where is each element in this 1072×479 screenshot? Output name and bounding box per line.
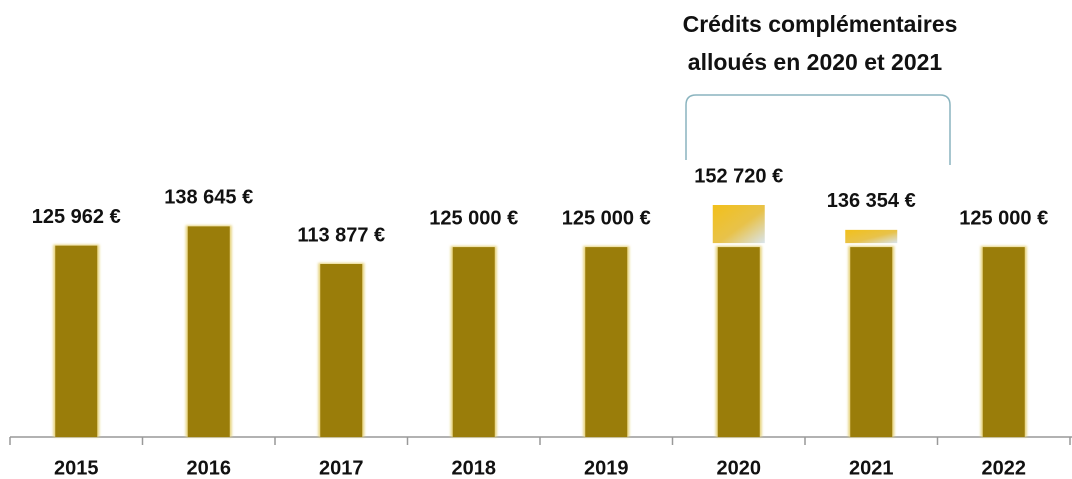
bracket xyxy=(685,94,951,165)
x-tick-label: 2015 xyxy=(54,457,99,479)
x-tick-label: 2018 xyxy=(452,457,497,479)
bar-complement xyxy=(712,205,765,244)
data-label: 125 000 € xyxy=(959,207,1048,229)
annotation: alloués en 2020 et 2021 xyxy=(688,49,943,75)
data-label: 136 354 € xyxy=(827,190,916,212)
bar xyxy=(187,226,230,437)
x-tick-label: 2021 xyxy=(849,457,894,479)
bar xyxy=(850,247,893,437)
x-tick-label: 2019 xyxy=(584,457,629,479)
bar xyxy=(452,247,495,437)
x-tick-label: 2020 xyxy=(717,457,762,479)
x-tick-label: 2022 xyxy=(982,457,1027,479)
bar xyxy=(982,247,1025,437)
bar xyxy=(585,247,628,437)
x-tick-label: 2017 xyxy=(319,457,364,479)
bar xyxy=(320,264,363,437)
data-label: 138 645 € xyxy=(164,187,253,209)
data-label: 125 962 € xyxy=(32,206,121,228)
data-label: 113 877 € xyxy=(297,224,385,246)
bar xyxy=(717,247,760,437)
bar-complement xyxy=(845,229,898,244)
annotation: Crédits complémentaires xyxy=(683,11,958,37)
x-tick-label: 2016 xyxy=(187,457,232,479)
bar xyxy=(55,245,98,437)
data-label: 125 000 € xyxy=(562,207,651,229)
data-label: 152 720 € xyxy=(694,165,783,187)
data-label: 125 000 € xyxy=(429,207,518,229)
